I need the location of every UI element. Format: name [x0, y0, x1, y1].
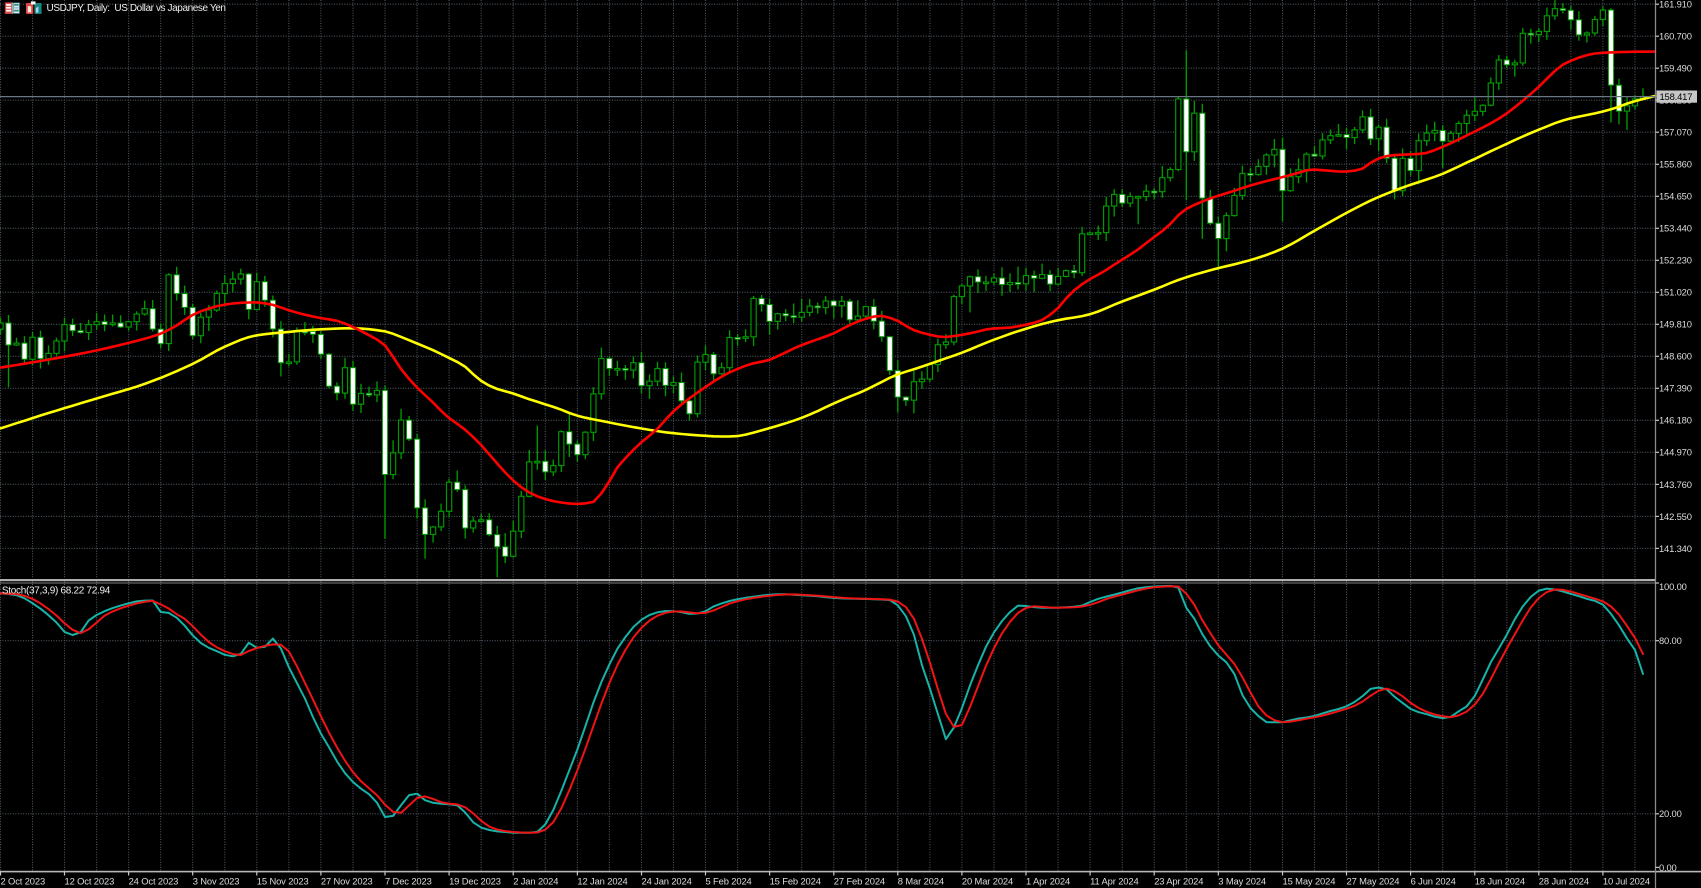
svg-text:24 Jan 2024: 24 Jan 2024: [642, 876, 692, 887]
svg-text:0.00: 0.00: [1659, 862, 1677, 873]
svg-text:15 Nov 2023: 15 Nov 2023: [257, 876, 309, 887]
svg-text:24 Oct 2023: 24 Oct 2023: [129, 876, 179, 887]
svg-text:23 Apr 2024: 23 Apr 2024: [1154, 876, 1203, 887]
svg-text:28 Jun 2024: 28 Jun 2024: [1539, 876, 1589, 887]
svg-text:1 Apr 2024: 1 Apr 2024: [1026, 876, 1070, 887]
svg-text:20.00: 20.00: [1659, 808, 1682, 819]
svg-text:5 Feb 2024: 5 Feb 2024: [706, 876, 752, 887]
svg-text:149.810: 149.810: [1659, 319, 1692, 330]
svg-text:159.490: 159.490: [1659, 63, 1692, 74]
svg-text:157.070: 157.070: [1659, 127, 1692, 138]
svg-text:3 Nov 2023: 3 Nov 2023: [193, 876, 240, 887]
svg-text:155.860: 155.860: [1659, 159, 1692, 170]
svg-text:27 Feb 2024: 27 Feb 2024: [834, 876, 885, 887]
svg-text:158.417: 158.417: [1660, 91, 1693, 102]
svg-text:3 May 2024: 3 May 2024: [1218, 876, 1266, 887]
svg-text:151.020: 151.020: [1659, 287, 1692, 298]
svg-text:19 Dec 2023: 19 Dec 2023: [449, 876, 501, 887]
svg-text:20 Mar 2024: 20 Mar 2024: [962, 876, 1013, 887]
svg-text:161.910: 161.910: [1659, 0, 1692, 10]
svg-text:2 Jan 2024: 2 Jan 2024: [513, 876, 558, 887]
svg-text:160.700: 160.700: [1659, 31, 1692, 42]
svg-text:2 Oct 2023: 2 Oct 2023: [1, 876, 46, 887]
svg-text:12 Jan 2024: 12 Jan 2024: [577, 876, 627, 887]
svg-text:141.340: 141.340: [1659, 543, 1692, 554]
svg-text:153.440: 153.440: [1659, 223, 1692, 234]
svg-text:11 Apr 2024: 11 Apr 2024: [1090, 876, 1138, 887]
svg-text:143.760: 143.760: [1659, 479, 1692, 490]
svg-text:15 May 2024: 15 May 2024: [1283, 876, 1336, 887]
svg-text:7 Dec 2023: 7 Dec 2023: [385, 876, 432, 887]
svg-text:6 Jun 2024: 6 Jun 2024: [1411, 876, 1456, 887]
svg-text:152.230: 152.230: [1659, 255, 1692, 266]
svg-text:147.390: 147.390: [1659, 383, 1692, 394]
svg-text:146.180: 146.180: [1659, 415, 1692, 426]
svg-text:142.550: 142.550: [1659, 511, 1692, 522]
svg-text:80.00: 80.00: [1659, 635, 1682, 646]
svg-text:27 Nov 2023: 27 Nov 2023: [321, 876, 373, 887]
svg-text:8 Mar 2024: 8 Mar 2024: [898, 876, 944, 887]
svg-text:12 Oct 2023: 12 Oct 2023: [65, 876, 115, 887]
svg-text:100.00: 100.00: [1659, 581, 1687, 592]
svg-text:154.650: 154.650: [1659, 191, 1692, 202]
svg-text:15 Feb 2024: 15 Feb 2024: [770, 876, 821, 887]
svg-text:27 May 2024: 27 May 2024: [1347, 876, 1400, 887]
svg-text:148.600: 148.600: [1659, 351, 1692, 362]
svg-text:10 Jul 2024: 10 Jul 2024: [1603, 876, 1650, 887]
svg-text:144.970: 144.970: [1659, 447, 1692, 458]
svg-text:USDJPY, Daily: US Dollar vs J: USDJPY, Daily: US Dollar vs Japanese Yen: [47, 3, 226, 14]
svg-text:Stoch(37,3,9) 68.22 72.94: Stoch(37,3,9) 68.22 72.94: [2, 586, 111, 597]
svg-text:18 Jun 2024: 18 Jun 2024: [1475, 876, 1525, 887]
